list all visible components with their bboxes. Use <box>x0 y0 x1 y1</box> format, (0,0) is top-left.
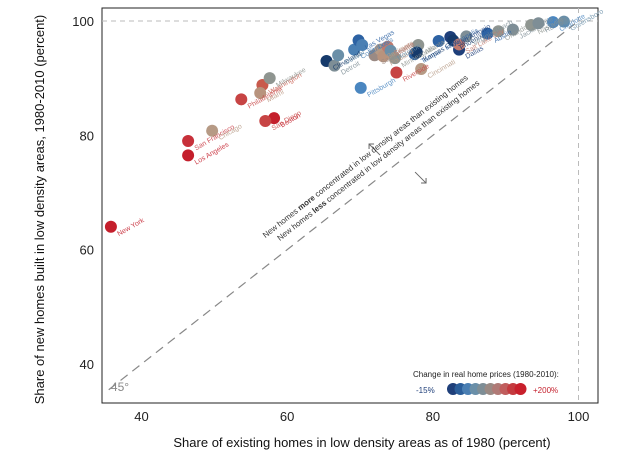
y-tick-label: 100 <box>72 14 94 29</box>
legend-swatches <box>447 383 527 395</box>
45-degree-label: 45° <box>111 380 129 394</box>
data-point <box>492 25 505 38</box>
x-tick-label: 100 <box>568 409 590 424</box>
45-degree-line <box>108 23 576 391</box>
data-point <box>506 23 519 36</box>
data-point <box>182 149 195 162</box>
data-point <box>356 39 369 52</box>
axis-ticks: 40 60 80 100 40 60 80 100 <box>72 14 589 424</box>
annotation-more: New homes more concentrated in low densi… <box>261 73 470 240</box>
x-tick-label: 40 <box>134 409 148 424</box>
data-point <box>254 87 267 100</box>
legend-swatch <box>514 383 527 395</box>
data-point <box>104 220 117 233</box>
legend: Change in real home prices (1980-2010): … <box>413 370 559 395</box>
data-point <box>235 93 248 106</box>
data-point <box>390 66 403 79</box>
diagonal-annotations: New homes more concentrated in low densi… <box>261 73 481 242</box>
annotation-more-suffix: concentrated in low density areas than e… <box>311 73 469 200</box>
y-tick-label: 40 <box>80 357 94 372</box>
legend-title: Change in real home prices (1980-2010): <box>413 370 559 379</box>
data-point <box>432 35 445 48</box>
arrow-more-head-icon <box>368 143 375 150</box>
arrow-more-icon <box>368 143 381 156</box>
city-label: Cincinnati <box>427 59 458 81</box>
city-label: Pittsburgh <box>366 77 397 99</box>
x-tick-label: 60 <box>280 409 294 424</box>
data-point <box>481 27 494 40</box>
data-point <box>532 17 545 30</box>
arrow-less-icon <box>414 171 427 184</box>
data-point <box>206 124 219 137</box>
arrow-less-head-icon <box>421 178 427 184</box>
legend-min-label: -15% <box>416 386 435 395</box>
reference-gridlines <box>102 8 598 403</box>
data-point <box>557 15 570 28</box>
data-point <box>259 115 272 128</box>
x-axis-title: Share of existing homes in low density a… <box>173 435 550 450</box>
data-points <box>104 15 570 233</box>
data-point <box>332 49 345 62</box>
data-point <box>453 38 466 51</box>
x-tick-label: 80 <box>426 409 440 424</box>
data-point <box>328 59 341 72</box>
annotation-less-suffix: concentrated in low density areas than e… <box>323 79 481 206</box>
data-point <box>460 30 473 43</box>
data-point <box>182 135 195 148</box>
data-point <box>354 81 367 94</box>
data-point <box>547 16 560 29</box>
y-axis-title: Share of new homes built in low density … <box>32 15 47 405</box>
y-tick-label: 60 <box>80 243 94 258</box>
plot-frame <box>101 7 599 404</box>
data-point <box>415 63 428 76</box>
annotation-less: New homes less concentrated in low densi… <box>276 79 482 243</box>
data-point <box>388 52 401 65</box>
legend-max-label: +200% <box>533 386 558 395</box>
city-label: New York <box>116 217 146 238</box>
data-point <box>410 46 423 59</box>
data-point <box>263 72 276 85</box>
y-tick-label: 80 <box>80 128 94 143</box>
